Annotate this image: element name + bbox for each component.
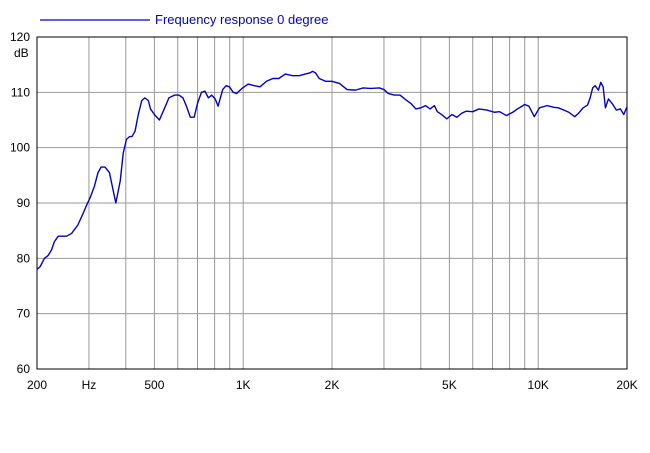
legend: Frequency response 0 degree xyxy=(40,12,328,27)
grid xyxy=(36,36,628,370)
x-tick-label: 20K xyxy=(616,378,637,392)
y-axis-label: dB xyxy=(14,46,29,60)
y-tick-label: 100 xyxy=(10,141,30,155)
x-tick-labels: 200 Hz 500 1K 2K 5K 10K 20K xyxy=(27,378,638,392)
y-tick-label: 110 xyxy=(11,85,30,99)
x-tick-label: 1K xyxy=(236,378,251,392)
plot-area-frame xyxy=(36,36,628,370)
y-tick-label: 80 xyxy=(17,251,31,265)
series-line xyxy=(36,70,628,270)
y-tick-label: 60 xyxy=(17,362,31,376)
x-tick-label: 200 xyxy=(27,378,47,392)
x-tick-label: 500 xyxy=(144,378,164,392)
series-layer xyxy=(36,70,628,270)
y-tick-label: 120 xyxy=(10,30,30,44)
x-tick-label: Hz xyxy=(82,378,97,392)
legend-label: Frequency response 0 degree xyxy=(155,12,328,27)
x-tick-label: 5K xyxy=(442,378,457,392)
y-tick-label: 70 xyxy=(17,307,31,321)
y-tick-labels: 60 70 80 90 100 110 120 xyxy=(10,30,30,376)
x-tick-label: 10K xyxy=(528,378,549,392)
x-tick-label: 2K xyxy=(325,378,340,392)
y-tick-label: 90 xyxy=(17,196,31,210)
